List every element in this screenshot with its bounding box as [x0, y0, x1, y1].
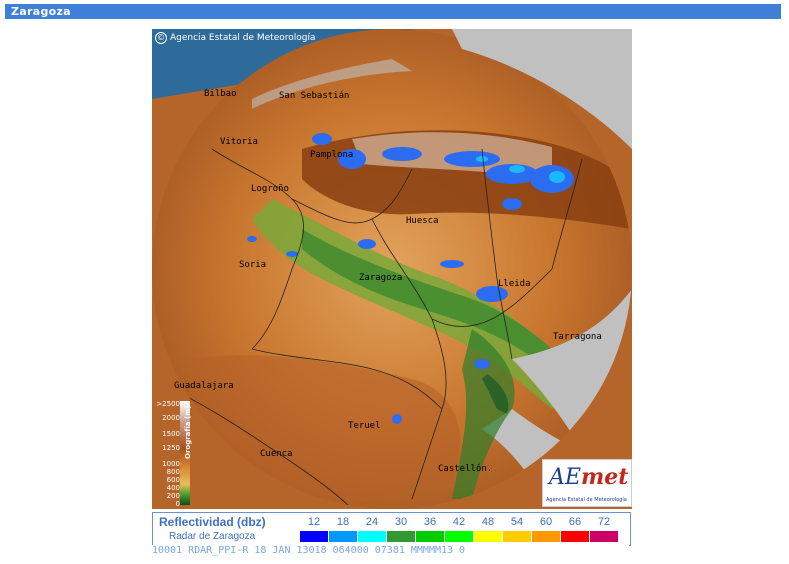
orography-tick: 1500	[162, 430, 180, 438]
orography-tick: >2500	[156, 400, 180, 408]
aemet-logo: AEmet Agencia Estatal de Meteorología	[542, 459, 632, 507]
city-label: Huesca	[406, 216, 439, 226]
city-label: Vitoria	[220, 137, 258, 147]
legend-swatch-color	[329, 531, 357, 542]
radar-ticker: 10001 RDAR_PPI-R 18 JAN 13018 064000 073…	[152, 545, 629, 557]
orography-tick: 1000	[162, 460, 180, 468]
city-label: Bilbao	[204, 89, 237, 99]
legend-swatch-color	[358, 531, 386, 542]
aemet-logo-mark: AEmet	[549, 464, 629, 490]
legend-swatch-value: 60	[539, 516, 553, 528]
legend-swatch-value: 12	[307, 516, 321, 528]
city-label: Tarragona	[553, 332, 602, 342]
legend-swatch-color	[387, 531, 415, 542]
city-label: Logroño	[251, 184, 289, 194]
city-label: San Sebastián	[279, 91, 350, 101]
legend-swatch-color	[300, 531, 328, 542]
credit: © Agencia Estatal de Meteorología	[155, 32, 316, 44]
radar-echoes	[247, 133, 574, 424]
credit-text: Agencia Estatal de Meteorología	[170, 33, 316, 43]
city-label: Castellón.	[438, 464, 493, 474]
orography-tick: 200	[166, 492, 180, 500]
orography-bar	[180, 401, 190, 505]
legend-swatch-color	[590, 531, 618, 542]
orography-tick: 400	[166, 484, 180, 492]
legend-swatch-value: 54	[510, 516, 524, 528]
city-label: Cuenca	[260, 449, 293, 459]
city-label: Soria	[239, 260, 267, 270]
province-borders	[171, 148, 583, 509]
orography-tick: 0	[175, 500, 180, 508]
aemet-logo-subtitle: Agencia Estatal de Meteorología	[546, 497, 627, 503]
city-label: Teruel	[348, 421, 381, 431]
legend-swatch-color	[474, 531, 502, 542]
legend-swatch-color	[416, 531, 444, 542]
legend-swatch-color	[532, 531, 560, 542]
legend-swatch-value: 48	[481, 516, 495, 528]
legend-swatch-value: 66	[568, 516, 582, 528]
city-label: Lleida	[498, 279, 531, 289]
orography-tick: 2000	[162, 414, 180, 422]
legend-subtitle: Radar de Zaragoza	[169, 531, 256, 542]
reflectivity-legend: Reflectividad (dbz) Radar de Zaragoza 12…	[152, 512, 631, 546]
orography-tick: 1250	[162, 444, 180, 452]
legend-swatch-color	[445, 531, 473, 542]
radar-map: © Agencia Estatal de Meteorología Bilbao …	[152, 29, 632, 509]
orography-label: Orografía (m)	[184, 405, 192, 459]
city-label: Pamplona	[310, 150, 354, 160]
legend-swatch-value: 24	[365, 516, 379, 528]
city-label: Zaragoza	[359, 273, 403, 283]
legend-swatch-value: 72	[597, 516, 611, 528]
copyright-icon: ©	[155, 32, 167, 44]
city-label: Guadalajara	[174, 381, 234, 391]
legend-swatch-value: 42	[452, 516, 466, 528]
terrain-map	[152, 29, 632, 509]
orography-tick: 600	[166, 476, 180, 484]
page-title: Zaragoza	[11, 5, 71, 18]
legend-swatch-value: 30	[394, 516, 408, 528]
orography-tick: 800	[166, 468, 180, 476]
legend-swatch-color	[503, 531, 531, 542]
legend-swatch-value: 18	[336, 516, 350, 528]
legend-swatch-value: 36	[423, 516, 437, 528]
title-bar: Zaragoza	[5, 4, 781, 19]
legend-title: Reflectividad (dbz)	[159, 515, 266, 529]
legend-swatch-color	[561, 531, 589, 542]
